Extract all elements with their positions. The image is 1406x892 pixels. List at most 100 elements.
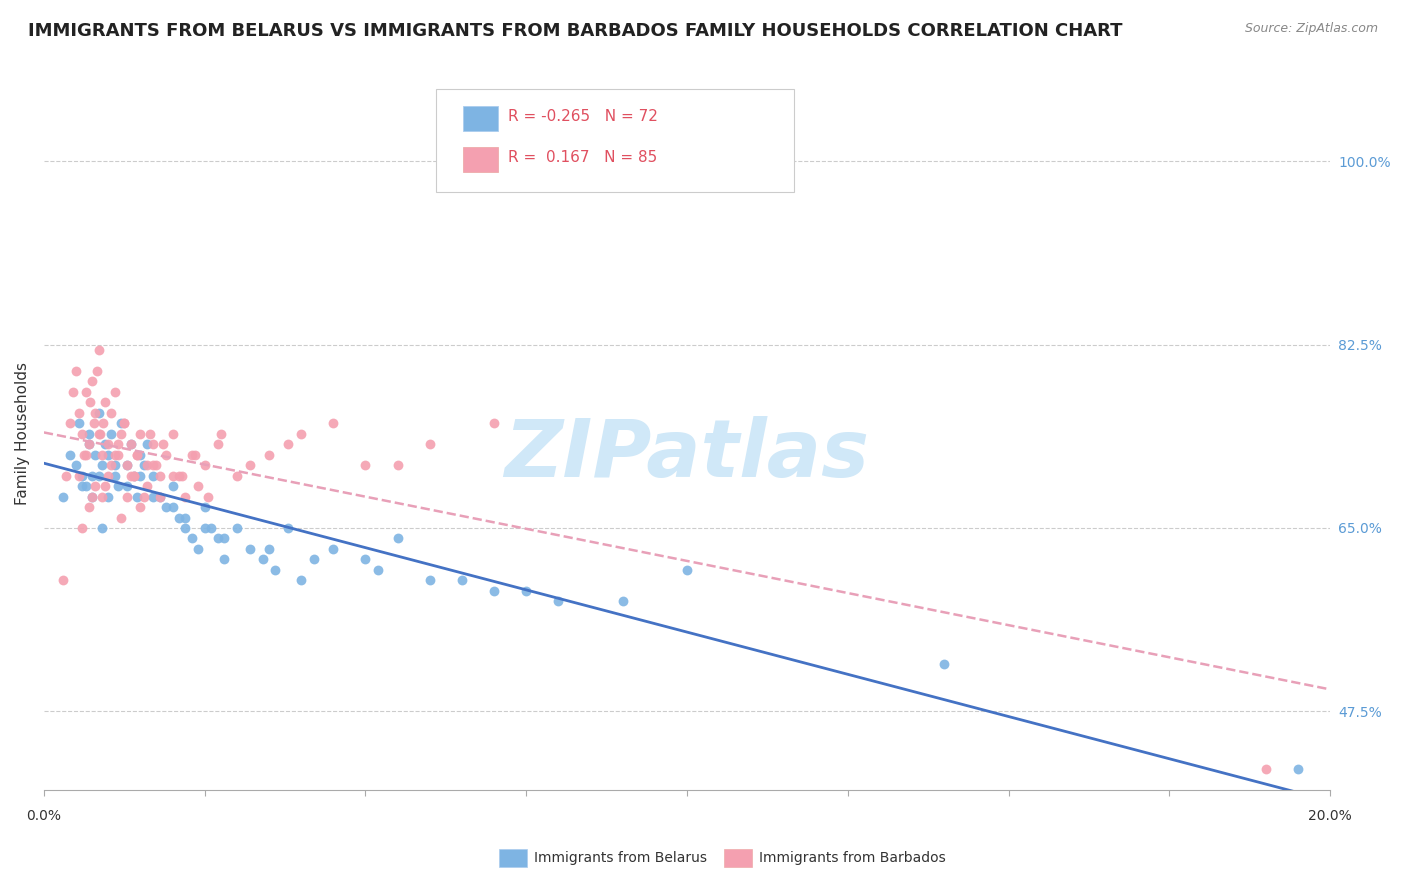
Point — [277, 437, 299, 451]
Point — [515, 583, 537, 598]
Point — [72, 521, 94, 535]
Point — [104, 458, 127, 472]
Text: IMMIGRANTS FROM BELARUS VS IMMIGRANTS FROM BARBADOS FAMILY HOUSEHOLDS CORRELATIO: IMMIGRANTS FROM BELARUS VS IMMIGRANTS FR… — [28, 22, 1122, 40]
Point — [155, 448, 177, 462]
Point — [257, 448, 280, 462]
Point — [72, 479, 94, 493]
Point — [59, 416, 82, 430]
Text: Immigrants from Barbados: Immigrants from Barbados — [759, 851, 946, 865]
Point — [127, 490, 149, 504]
Point — [122, 468, 145, 483]
Point — [87, 343, 110, 357]
Point — [67, 416, 90, 430]
Point — [302, 552, 325, 566]
Point — [87, 426, 110, 441]
Point — [482, 583, 505, 598]
Point — [132, 490, 155, 504]
Point — [97, 437, 120, 451]
Point — [94, 479, 117, 493]
Point — [65, 458, 87, 472]
Point — [162, 468, 184, 483]
Point — [194, 500, 217, 514]
Point — [277, 521, 299, 535]
Point — [55, 468, 77, 483]
Point — [264, 563, 287, 577]
Point — [84, 479, 107, 493]
Point — [112, 416, 135, 430]
Point — [419, 437, 441, 451]
Point — [174, 510, 197, 524]
Point — [322, 416, 344, 430]
Point — [129, 468, 152, 483]
Point — [239, 541, 262, 556]
Point — [127, 448, 149, 462]
Text: Immigrants from Belarus: Immigrants from Belarus — [534, 851, 707, 865]
Point — [82, 468, 104, 483]
Point — [180, 532, 202, 546]
Point — [67, 468, 90, 483]
Point — [90, 458, 112, 472]
Point — [72, 468, 94, 483]
Point — [187, 479, 209, 493]
Point — [52, 574, 75, 588]
Point — [419, 574, 441, 588]
Point — [612, 594, 634, 608]
Point — [197, 490, 219, 504]
Point — [354, 458, 377, 472]
Point — [77, 437, 100, 451]
Point — [90, 521, 112, 535]
Point — [225, 521, 247, 535]
Point — [90, 448, 112, 462]
Point — [200, 521, 222, 535]
Point — [65, 364, 87, 378]
Text: ZIPatlas: ZIPatlas — [505, 416, 869, 494]
Point — [172, 468, 194, 483]
Point — [167, 510, 190, 524]
Point — [142, 458, 165, 472]
Point — [194, 521, 217, 535]
Point — [207, 532, 229, 546]
Point — [162, 479, 184, 493]
Text: 0.0%: 0.0% — [27, 809, 62, 823]
Point — [152, 437, 174, 451]
Point — [132, 458, 155, 472]
Point — [104, 448, 127, 462]
Point — [252, 552, 274, 566]
Point — [1254, 793, 1277, 807]
Point — [149, 468, 172, 483]
Point — [73, 448, 96, 462]
Point — [75, 479, 97, 493]
Point — [107, 448, 129, 462]
Point — [67, 406, 90, 420]
Point — [127, 448, 149, 462]
Point — [52, 490, 75, 504]
Point — [149, 490, 172, 504]
Point — [387, 458, 409, 472]
Point — [387, 532, 409, 546]
Text: R = -0.265   N = 72: R = -0.265 N = 72 — [508, 110, 658, 124]
Point — [82, 490, 104, 504]
Point — [239, 458, 262, 472]
Point — [79, 395, 101, 409]
Point — [135, 437, 157, 451]
Point — [97, 448, 120, 462]
Point — [129, 426, 152, 441]
Point — [1254, 762, 1277, 776]
Point — [129, 448, 152, 462]
Point — [257, 541, 280, 556]
Point — [120, 437, 142, 451]
Point — [77, 500, 100, 514]
Point — [75, 448, 97, 462]
Point — [212, 552, 235, 566]
Point — [120, 437, 142, 451]
Point — [84, 406, 107, 420]
Point — [194, 458, 217, 472]
Point — [451, 574, 474, 588]
Point — [139, 426, 162, 441]
Point — [104, 468, 127, 483]
Point — [107, 479, 129, 493]
Point — [122, 468, 145, 483]
Point — [59, 448, 82, 462]
Point — [107, 437, 129, 451]
Point — [89, 426, 111, 441]
